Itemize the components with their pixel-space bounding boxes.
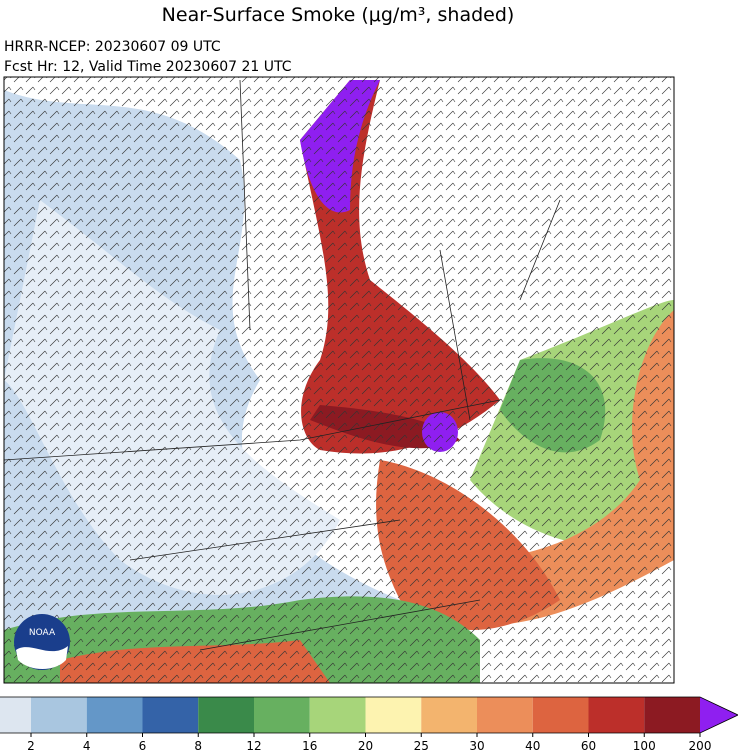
colorbar-segment (477, 697, 533, 733)
colorbar-tick-label: 8 (194, 739, 202, 750)
colorbar-segment (254, 697, 310, 733)
colorbar-segment (365, 697, 422, 733)
noaa-logo: NOAA (14, 614, 70, 670)
title: Near-Surface Smoke (μg/m³, shaded) (162, 4, 515, 26)
colorbar-tick-label: 25 (414, 739, 429, 750)
colorbar-tick-label: 4 (83, 739, 91, 750)
colorbar-tick-label: 200 (689, 739, 712, 750)
map (4, 77, 674, 683)
colorbar-segment (309, 697, 366, 733)
colorbar-segment (588, 697, 645, 733)
colorbar-tick-label: 20 (358, 739, 373, 750)
colorbar-tick-label: 30 (469, 739, 484, 750)
colorbar-segment (421, 697, 477, 733)
valid-line: Fcst Hr: 12, Valid Time 20230607 21 UTC (4, 59, 292, 75)
colorbar-tick-label: 12 (246, 739, 261, 750)
colorbar-tick-label: 100 (633, 739, 656, 750)
colorbar-tick-label: 6 (139, 739, 147, 750)
colorbar-segment (532, 697, 589, 733)
wind-barbs (4, 77, 674, 683)
colorbar-segment (0, 697, 31, 733)
colorbar: 2 4 6 8 12 16 20 25 30 40 60 100 200 (0, 696, 738, 750)
colorbar-tick-label: 40 (525, 739, 540, 750)
colorbar-tick-label: 60 (581, 739, 596, 750)
colorbar-segment (142, 697, 199, 733)
map-frame (3, 76, 675, 684)
colorbar-segment (644, 697, 700, 733)
logo-wave (16, 646, 68, 669)
colorbar-segment (31, 697, 87, 733)
colorbar-tick-label: 16 (302, 739, 317, 750)
colorbar-outline (0, 696, 738, 734)
colorbar-tick-label: 2 (27, 739, 35, 750)
model-line: HRRR-NCEP: 20230607 09 UTC (4, 39, 221, 55)
colorbar-segment (198, 697, 254, 733)
boundaries (4, 79, 561, 651)
logo-text: NOAA (29, 628, 56, 638)
colorbar-segment (86, 697, 143, 733)
colorbar-arrow (700, 697, 738, 733)
